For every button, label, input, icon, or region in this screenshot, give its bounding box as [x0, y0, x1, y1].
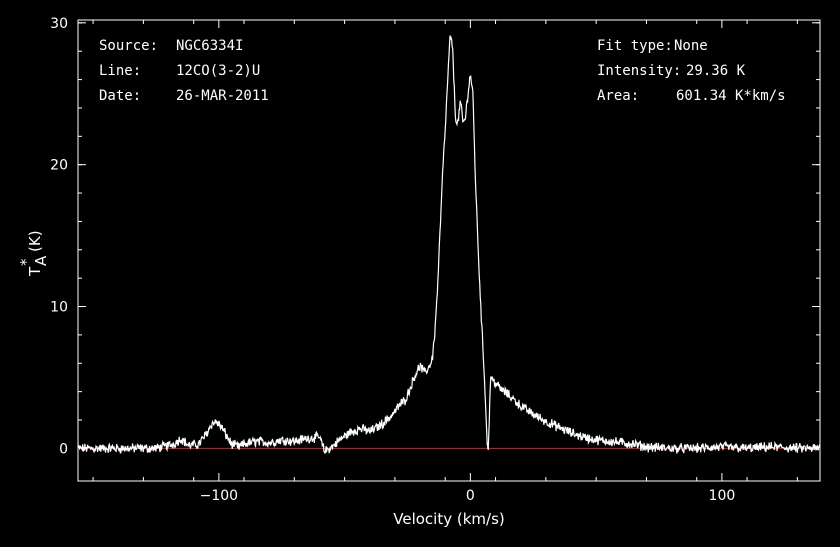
x-tick-label: −100 [200, 488, 238, 504]
y-axis-label-main: T [26, 266, 44, 277]
info-area-value: 601.34 K*km/s [676, 88, 786, 104]
info-right: Fit type: None Intensity: 29.36 K Area: … [597, 38, 786, 104]
spectrum-line [77, 35, 821, 454]
y-tick-label: 30 [50, 16, 68, 32]
info-source-key: Source: [99, 38, 158, 54]
x-tick-label: 0 [466, 488, 475, 504]
info-fit-value: None [674, 38, 708, 54]
y-axis-label-sup: * [17, 258, 35, 266]
info-left: Source: NGC6334I Line: 12CO(3-2)U Date: … [99, 38, 269, 104]
y-tick-label: 10 [50, 300, 68, 316]
info-fit-key: Fit type: [597, 38, 673, 54]
info-line-value: 12CO(3-2)U [176, 63, 260, 79]
y-tick-label: 0 [59, 441, 68, 457]
y-axis-ticks: 0 10 20 30 [50, 16, 820, 457]
plot-frame [77, 19, 821, 482]
info-date-value: 26-MAR-2011 [176, 88, 269, 104]
info-intensity-value: 29.36 K [686, 63, 746, 79]
info-date-key: Date: [99, 88, 141, 104]
info-source-value: NGC6334I [176, 38, 243, 54]
y-axis-label-sub: A [32, 255, 50, 266]
x-tick-label: 100 [709, 488, 736, 504]
y-axis-label: T * A (K) [17, 230, 50, 277]
y-axis-label-unit: (K) [26, 230, 44, 252]
info-intensity-key: Intensity: [597, 63, 681, 79]
info-line-key: Line: [99, 63, 141, 79]
y-tick-label: 20 [50, 158, 68, 174]
info-area-key: Area: [597, 88, 639, 104]
x-axis-ticks: −100 0 100 [92, 20, 798, 504]
x-axis-label: Velocity (km/s) [393, 510, 504, 528]
